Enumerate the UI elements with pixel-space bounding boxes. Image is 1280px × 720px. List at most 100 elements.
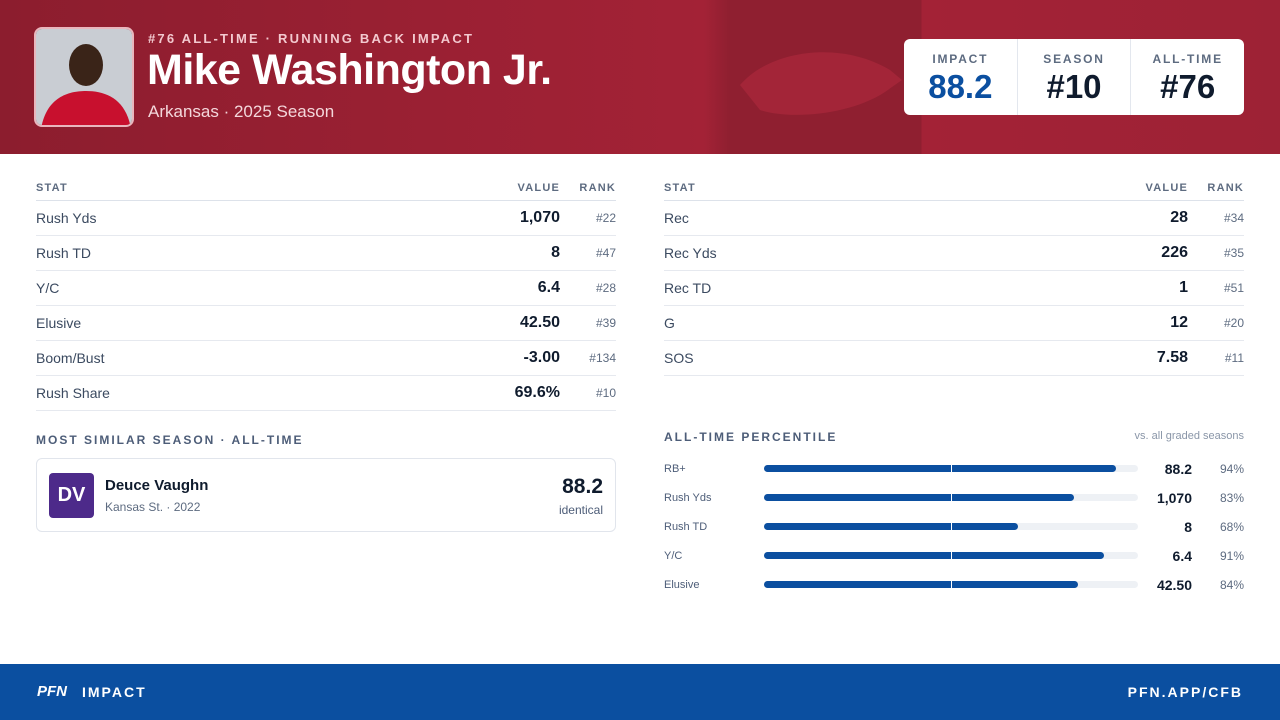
player-photo — [34, 27, 134, 127]
bar-midline — [951, 581, 952, 588]
cell: Elusive — [36, 315, 82, 331]
box-label: IMPACT — [932, 52, 989, 66]
percentile-row: Elusive 42.50 84% — [664, 570, 1244, 599]
percentile-value: 1,070 — [1156, 489, 1192, 506]
box-value: 88.2 — [928, 68, 993, 105]
cell: 1 — [1179, 279, 1188, 296]
section-title: ALL-TIME PERCENTILE — [664, 430, 838, 444]
table-row: Rec TD 1 #51 — [664, 271, 1244, 306]
cell: 8 — [551, 244, 560, 261]
column-header: VALUE — [517, 182, 560, 194]
table-row: Y/C 6.4 #28 — [36, 271, 616, 306]
percentile-label: 84% — [1219, 577, 1244, 592]
bar-midline — [951, 523, 952, 530]
cell: Rec Yds — [664, 245, 717, 261]
percentile-panel: ALL-TIME PERCENTILE vs. all graded seaso… — [664, 430, 1244, 599]
table-row: Rec 28 #34 — [664, 201, 1244, 236]
bar-fill — [764, 494, 1075, 501]
subtitle: Arkansas · 2025 Season — [148, 102, 335, 121]
percentile-head: ALL-TIME PERCENTILE vs. all graded seaso… — [664, 430, 1244, 452]
table-row: G 12 #20 — [664, 306, 1244, 341]
box-label: ALL-TIME — [1152, 52, 1223, 66]
bar-fill — [764, 552, 1105, 559]
similar-note: identical — [558, 503, 603, 517]
cell: #39 — [595, 316, 616, 330]
cell: 7.58 — [1156, 349, 1188, 366]
bar-midline — [951, 494, 952, 501]
table-row: Rush TD 8 #47 — [36, 236, 616, 271]
cell: 226 — [1161, 244, 1188, 261]
box-value: #10 — [1046, 68, 1102, 105]
kicker: #76 ALL-TIME · RUNNING BACK IMPACT — [148, 31, 475, 46]
summary-box: SEASON #10 — [1016, 39, 1131, 115]
percentile-stat: Elusive — [664, 578, 700, 591]
footer-url: PFN.APP/CFB — [1127, 684, 1243, 700]
cell: #11 — [1224, 351, 1244, 365]
cell: 28 — [1170, 209, 1188, 226]
percentile-stat: Rush Yds — [664, 491, 712, 504]
bar-midline — [951, 552, 952, 559]
cell: 1,070 — [519, 209, 560, 226]
cell: Rush Yds — [36, 210, 97, 226]
cell: #10 — [595, 386, 616, 400]
similar-card: DV Deuce Vaughn Kansas St. · 2022 88.2 i… — [36, 458, 616, 532]
box-label: SEASON — [1043, 52, 1105, 66]
stat-table: STAT VALUE RANK Rush Yds 1,070 #22 Rush TD 8 #47… — [36, 176, 616, 411]
cell: Y/C — [36, 280, 60, 296]
percentile-rows: RB+ 88.2 94% Rush Yds 1,070 83% Rush TD 8 68% Y/C… — [664, 454, 1244, 599]
player-silhouette — [36, 29, 132, 125]
table-row: Rush Yds 1,070 #22 — [36, 201, 616, 236]
percentile-label: 94% — [1219, 461, 1244, 476]
percentile-stat: Rush TD — [664, 520, 708, 533]
avatar: DV — [49, 473, 94, 518]
bar-track — [764, 552, 1138, 559]
column-header: VALUE — [1145, 182, 1188, 194]
bar-track — [764, 465, 1138, 472]
percentile-value: 6.4 — [1172, 547, 1192, 564]
summary-box: IMPACT 88.2 — [904, 39, 1017, 115]
table-header: STAT VALUE RANK — [664, 176, 1244, 201]
percentile-label: 91% — [1219, 548, 1244, 563]
header: #76 ALL-TIME · RUNNING BACK IMPACT Mike … — [0, 0, 1280, 154]
cell: #34 — [1223, 211, 1244, 225]
cell: #51 — [1223, 281, 1244, 295]
cell: 69.6% — [514, 384, 560, 401]
section-title: MOST SIMILAR SEASON · ALL-TIME — [36, 433, 304, 447]
cell: #47 — [595, 246, 616, 260]
footer-logo: PFN — [37, 683, 67, 700]
percentile-label: 68% — [1219, 519, 1244, 534]
bar-fill — [764, 465, 1116, 472]
bar-fill — [764, 523, 1019, 530]
percentile-note: vs. all graded seasons — [1134, 430, 1244, 442]
bar-track — [764, 523, 1138, 530]
similar-meta: Kansas St. · 2022 — [105, 500, 201, 514]
cell: Rec — [664, 210, 689, 226]
summary-box: ALL-TIME #76 — [1130, 39, 1244, 115]
cell: Rush Share — [36, 385, 110, 401]
bar-midline — [951, 465, 952, 472]
percentile-value: 88.2 — [1164, 460, 1192, 477]
cell: Boom/Bust — [36, 350, 105, 366]
cell: 12 — [1170, 314, 1188, 331]
cell: #22 — [595, 211, 616, 225]
footer-brand: IMPACT — [82, 684, 147, 700]
percentile-value: 8 — [1184, 518, 1192, 535]
box-value: #76 — [1160, 68, 1216, 105]
cell: -3.00 — [523, 349, 560, 366]
summary-boxes: IMPACT 88.2 SEASON #10 ALL-TIME #76 — [904, 39, 1244, 115]
percentile-row: Rush Yds 1,070 83% — [664, 483, 1244, 512]
bar-track — [764, 581, 1138, 588]
stat-table: STAT VALUE RANK Rec 28 #34 Rec Yds 226 #35 Rec TD… — [664, 176, 1244, 376]
similar-name: Deuce Vaughn — [105, 477, 209, 494]
cell: Rec TD — [664, 280, 712, 296]
table-row: Elusive 42.50 #39 — [36, 306, 616, 341]
table-row: Boom/Bust -3.00 #134 — [36, 341, 616, 376]
column-header: RANK — [1207, 182, 1244, 194]
cell: #20 — [1223, 316, 1244, 330]
percentile-stat: Y/C — [664, 549, 683, 562]
table-row: SOS 7.58 #11 — [664, 341, 1244, 376]
column-header: RANK — [579, 182, 616, 194]
table-header: STAT VALUE RANK — [36, 176, 616, 201]
similar-score: 88.2 — [562, 475, 603, 498]
